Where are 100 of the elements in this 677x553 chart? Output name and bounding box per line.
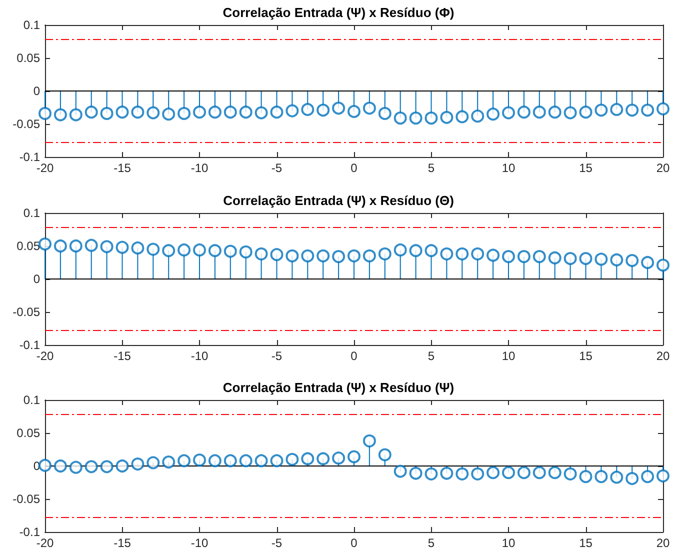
point [208, 454, 222, 468]
x-tick-label: 10 [502, 349, 516, 363]
point [332, 250, 346, 264]
point [378, 106, 392, 120]
point [84, 460, 98, 474]
point [270, 454, 284, 468]
point [301, 452, 314, 466]
point [116, 460, 129, 472]
point [239, 106, 252, 119]
point [162, 244, 176, 258]
point [54, 240, 67, 252]
x-tick-label: 15 [579, 349, 593, 363]
y-tick-label: -0.05 [12, 492, 40, 506]
point [594, 470, 608, 484]
y-tick-label: -0.05 [12, 305, 40, 319]
x-tick-label: 10 [502, 536, 516, 550]
x-tick-label: 10 [502, 161, 516, 175]
point [286, 249, 299, 262]
point [348, 450, 360, 464]
point [348, 249, 360, 262]
point [254, 247, 268, 260]
point [162, 108, 176, 121]
point [656, 102, 670, 116]
y-tick-label: 0 [33, 272, 40, 286]
point [626, 104, 639, 117]
x-tick-label: -5 [271, 349, 282, 363]
point [579, 106, 592, 119]
point [178, 243, 191, 256]
point [162, 456, 176, 469]
point [362, 102, 376, 115]
point [502, 466, 515, 480]
point [208, 244, 222, 258]
point [239, 245, 252, 258]
point [641, 470, 654, 484]
y-tick-label: 0.05 [16, 426, 40, 440]
point [564, 252, 577, 266]
point [193, 243, 206, 256]
x-tick-label: 20 [656, 161, 670, 175]
point [146, 456, 160, 470]
point [409, 112, 422, 125]
point [69, 108, 82, 122]
point [270, 106, 284, 119]
x-tick-label: 0 [350, 161, 358, 175]
point [54, 108, 67, 122]
point [332, 452, 346, 465]
point [456, 110, 469, 124]
y-tick-label: 0.05 [16, 51, 40, 65]
point [362, 434, 376, 448]
point [471, 110, 484, 123]
point [301, 249, 314, 262]
point [270, 248, 284, 262]
point [610, 102, 624, 116]
y-tick-label: 0.1 [23, 393, 40, 407]
point [517, 106, 530, 119]
point [316, 452, 330, 466]
point [100, 106, 114, 120]
point [224, 106, 237, 119]
point [178, 106, 191, 120]
point [316, 249, 330, 262]
point [610, 253, 624, 266]
point [424, 244, 438, 258]
point [286, 104, 299, 118]
point [486, 466, 500, 480]
point [193, 106, 206, 119]
point [594, 252, 608, 266]
point [100, 460, 114, 474]
point [362, 249, 376, 262]
point [456, 247, 469, 260]
y-tick-label: 0.1 [23, 206, 40, 220]
x-tick-label: 20 [656, 536, 670, 550]
point [656, 469, 670, 482]
point [100, 240, 114, 254]
point [579, 252, 592, 266]
x-tick-label: -15 [114, 161, 132, 175]
point [84, 106, 98, 119]
point [471, 247, 484, 260]
point [178, 454, 191, 468]
y-tick-label: -0.1 [19, 150, 40, 164]
y-tick-label: 0 [33, 84, 40, 98]
point [69, 460, 82, 474]
point [409, 466, 422, 480]
point [409, 244, 422, 258]
point [610, 470, 624, 484]
y-tick-label: 0 [33, 459, 40, 473]
point [286, 452, 299, 466]
point [456, 467, 469, 480]
point [502, 106, 515, 120]
point [84, 238, 98, 252]
x-tick-label: 5 [428, 536, 435, 550]
point [254, 454, 268, 468]
y-tick-label: -0.1 [19, 338, 40, 352]
point [440, 110, 454, 124]
x-tick-label: -10 [190, 536, 208, 550]
x-tick-label: -20 [36, 536, 54, 550]
chart-title: Correlação Entrada (Ψ) x Resíduo (Ψ) [222, 380, 454, 395]
point [394, 464, 407, 478]
point [594, 104, 608, 117]
point [656, 258, 670, 272]
x-tick-label: -20 [36, 349, 54, 363]
point [486, 108, 500, 121]
